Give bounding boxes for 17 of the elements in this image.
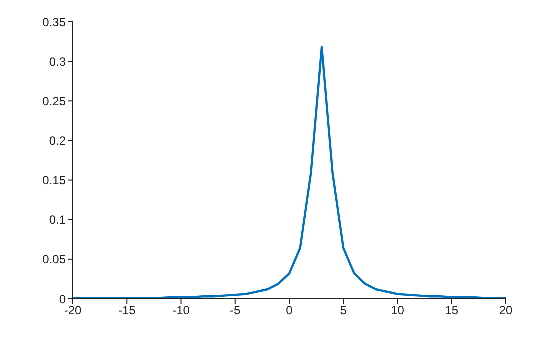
- y-tick-label: 0.25: [42, 94, 66, 108]
- y-tick-label: 0.05: [42, 252, 66, 267]
- x-tick-label: 20: [499, 304, 513, 318]
- x-tick-label: -20: [64, 304, 82, 318]
- y-tick-label: 0.1: [49, 213, 66, 228]
- x-tick-label: 5: [340, 304, 348, 318]
- y-tick-label: 0.2: [49, 134, 66, 148]
- x-tick-label: -10: [172, 304, 190, 318]
- x-tick-label: -15: [118, 304, 136, 318]
- x-tick-label: 15: [445, 304, 459, 318]
- x-tick-label: 0: [286, 304, 294, 318]
- x-tick-label: 10: [391, 304, 405, 318]
- y-tick-label: 0.3: [49, 54, 66, 69]
- y-tick-label: 0: [59, 292, 66, 306]
- x-tick-label: -5: [230, 304, 242, 318]
- y-tick-label: 0.15: [42, 174, 66, 188]
- y-tick-label: 0.35: [42, 15, 66, 30]
